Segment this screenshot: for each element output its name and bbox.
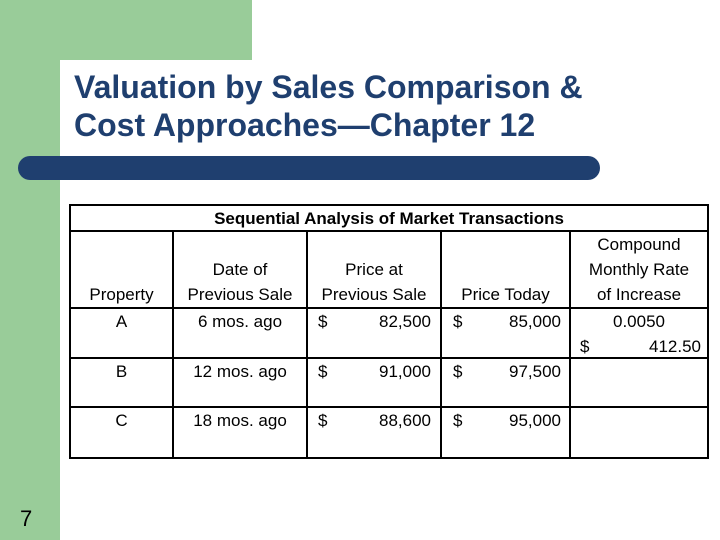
row-divider	[71, 357, 707, 359]
row-divider	[71, 406, 707, 408]
row-a-rate: 0.0050	[613, 312, 665, 331]
header-rate-line1: Compound	[597, 235, 681, 254]
header-price-line1: Price at	[345, 260, 403, 279]
row-c-date: 18 mos. ago	[193, 411, 287, 430]
slide-title: Valuation by Sales Comparison & Cost App…	[74, 68, 694, 144]
title-underline-bar	[18, 156, 600, 180]
row-divider	[71, 307, 707, 309]
transactions-table: Sequential Analysis of Market Transactio…	[69, 204, 709, 459]
header-date-line1: Date of	[212, 260, 268, 279]
table-title: Sequential Analysis of Market Transactio…	[71, 206, 707, 232]
header-price-line2: Previous Sale	[321, 285, 427, 304]
row-b-prev-price: 91,000	[379, 362, 431, 381]
row-b-today-price: 97,500	[509, 362, 561, 381]
row-a-date: 6 mos. ago	[197, 312, 283, 331]
row-a-extra-value: 412.50	[649, 337, 701, 356]
row-c-today-currency: $	[453, 411, 463, 430]
slide-number: 7	[20, 506, 33, 531]
row-c-prev-price: 88,600	[379, 411, 431, 430]
header-date-line2: Previous Sale	[187, 285, 293, 304]
row-a-prev-price: 82,500	[379, 312, 431, 331]
row-b-today-currency: $	[453, 362, 463, 381]
row-b-date: 12 mos. ago	[193, 362, 287, 381]
column-divider	[440, 232, 442, 457]
row-a-extra-currency: $	[580, 337, 590, 356]
left-accent-band	[0, 0, 60, 540]
column-divider	[172, 232, 174, 457]
column-divider	[569, 232, 571, 457]
row-a-today-price: 85,000	[509, 312, 561, 331]
row-a-property: A	[115, 312, 128, 331]
header-rate-line2: Monthly Rate	[588, 260, 690, 279]
header-rate-line3: of Increase	[596, 285, 682, 304]
slide-title-line1: Valuation by Sales Comparison &	[74, 69, 583, 105]
row-c-property: C	[115, 411, 128, 430]
row-c-today-price: 95,000	[509, 411, 561, 430]
row-b-prev-currency: $	[318, 362, 328, 381]
header-price-today: Price Today	[461, 285, 550, 304]
row-a-today-currency: $	[453, 312, 463, 331]
slide-title-line2: Cost Approaches—Chapter 12	[74, 107, 536, 143]
row-a-prev-currency: $	[318, 312, 328, 331]
top-accent-band	[0, 0, 252, 60]
column-divider	[306, 232, 308, 457]
row-c-prev-currency: $	[318, 411, 328, 430]
row-b-property: B	[115, 362, 128, 381]
header-property: Property	[89, 285, 154, 304]
